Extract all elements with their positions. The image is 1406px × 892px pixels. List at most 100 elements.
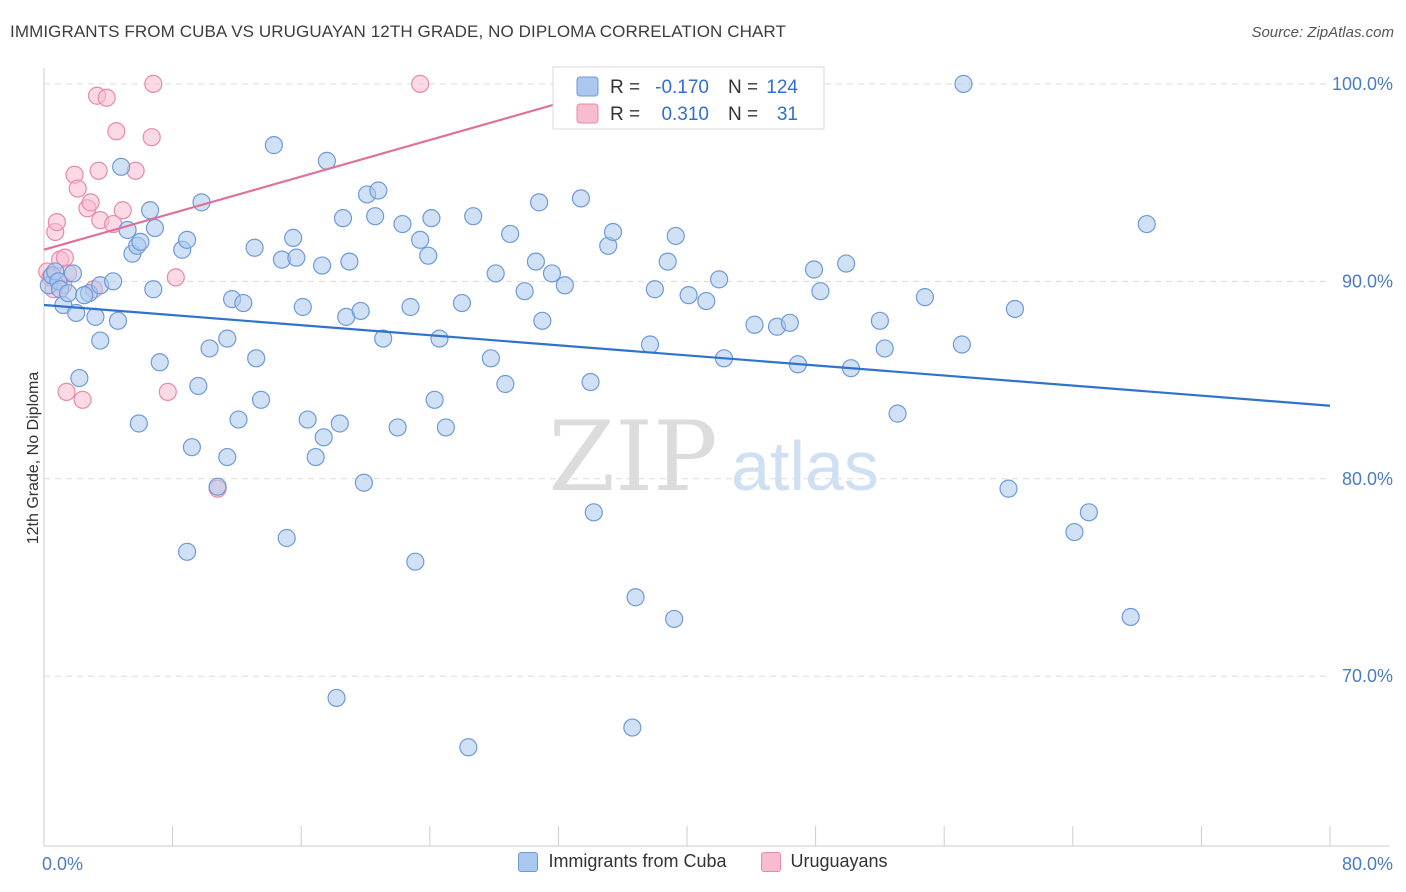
point-cuba-57 xyxy=(354,473,373,492)
point-cuba-98 xyxy=(710,270,729,289)
point-cuba-121 xyxy=(131,232,150,251)
legend-label-uruguayans: Uruguayans xyxy=(790,851,888,871)
point-cuba-40 xyxy=(264,136,283,155)
point-cuba-7 xyxy=(63,264,83,283)
point-cuba-52 xyxy=(330,414,349,433)
point-cuba-63 xyxy=(393,214,412,234)
point-cuba-80 xyxy=(530,193,549,212)
chart-title: IMMIGRANTS FROM CUBA VS URUGUAYAN 12TH G… xyxy=(10,22,786,41)
legend-swatch-cuba xyxy=(518,851,539,872)
stats-n-label-uruguayans: N = xyxy=(728,104,758,125)
legend-label-cuba: Immigrants from Cuba xyxy=(548,851,727,871)
series-cuba-points xyxy=(39,74,1156,757)
point-cuba-92 xyxy=(645,280,664,299)
point-cuba-47 xyxy=(306,447,325,467)
point-cuba-97 xyxy=(697,291,716,311)
point-cuba-11 xyxy=(86,307,105,326)
source-credit: Source: ZipAtlas.com xyxy=(1251,24,1394,41)
legend-swatch-uruguayans xyxy=(760,851,781,872)
watermark-atlas: atlas xyxy=(731,427,879,505)
point-cuba-110 xyxy=(888,404,907,423)
point-cuba-76 xyxy=(496,374,515,394)
point-cuba-82 xyxy=(542,264,562,283)
point-uruguayans-11 xyxy=(73,390,92,409)
point-cuba-90 xyxy=(626,588,645,607)
point-cuba-74 xyxy=(481,349,500,368)
point-cuba-113 xyxy=(954,74,973,93)
point-cuba-22 xyxy=(144,280,163,299)
stats-r-label-cuba: R = xyxy=(610,77,640,98)
point-cuba-122 xyxy=(234,293,253,313)
point-cuba-64 xyxy=(401,297,420,317)
point-uruguayans-3 xyxy=(47,213,66,232)
point-cuba-89 xyxy=(623,718,642,737)
legend: Immigrants from Cuba Uruguayans xyxy=(0,851,1406,872)
point-cuba-44 xyxy=(287,248,306,267)
point-uruguayans-16 xyxy=(89,161,108,180)
point-cuba-20 xyxy=(129,414,148,433)
point-cuba-6 xyxy=(59,284,78,303)
series-uruguayans-points xyxy=(38,74,634,498)
point-cuba-61 xyxy=(374,329,393,348)
point-cuba-66 xyxy=(411,230,430,249)
tick-labels: 100.0% 90.0% 80.0% 70.0% 0.0% 80.0% xyxy=(42,74,1393,874)
point-uruguayans-20 xyxy=(107,122,126,141)
point-cuba-77 xyxy=(501,224,520,244)
point-cuba-72 xyxy=(459,738,478,757)
point-cuba-42 xyxy=(277,528,296,548)
point-cuba-108 xyxy=(870,311,890,330)
stats-box: R = -0.170 N = 124 R = 0.310 N = 31 xyxy=(552,66,825,130)
point-uruguayans-7 xyxy=(57,382,76,401)
point-cuba-88 xyxy=(584,503,603,522)
point-cuba-105 xyxy=(811,282,830,301)
point-cuba-55 xyxy=(340,252,359,271)
point-cuba-78 xyxy=(515,282,534,301)
watermark-zip: ZIP xyxy=(548,401,717,513)
point-cuba-114 xyxy=(999,479,1018,498)
point-cuba-29 xyxy=(189,376,208,396)
point-cuba-91 xyxy=(640,335,660,354)
point-cuba-75 xyxy=(486,264,505,283)
point-cuba-16 xyxy=(112,157,131,176)
point-uruguayans-25 xyxy=(158,382,177,401)
point-cuba-118 xyxy=(1137,214,1156,234)
point-uruguayans-28 xyxy=(411,74,430,93)
point-cuba-31 xyxy=(200,339,219,358)
point-cuba-123 xyxy=(452,293,472,313)
x-tick-label-1: 80.0% xyxy=(1342,854,1393,874)
point-cuba-15 xyxy=(108,311,128,330)
point-cuba-87 xyxy=(603,222,623,242)
y-tick-label-3: 70.0% xyxy=(1342,666,1393,686)
point-cuba-43 xyxy=(284,228,303,247)
point-cuba-60 xyxy=(369,181,388,200)
y-tick-label-2: 80.0% xyxy=(1342,469,1393,489)
point-cuba-46 xyxy=(298,410,317,429)
point-cuba-84 xyxy=(571,189,591,208)
point-cuba-48 xyxy=(312,256,332,275)
point-cuba-102 xyxy=(780,313,799,332)
stats-r-label-uruguayans: R = xyxy=(610,104,640,125)
point-cuba-53 xyxy=(333,209,353,228)
point-cuba-109 xyxy=(875,339,894,358)
point-cuba-81 xyxy=(533,311,552,330)
point-uruguayans-13 xyxy=(81,193,100,212)
trend-line-cuba xyxy=(43,303,1331,407)
point-cuba-111 xyxy=(915,288,935,307)
point-cuba-117 xyxy=(1121,607,1140,627)
point-cuba-23 xyxy=(145,218,165,238)
point-cuba-94 xyxy=(665,609,684,629)
point-cuba-115 xyxy=(1065,522,1084,542)
y-tick-label-1: 90.0% xyxy=(1342,271,1393,291)
point-cuba-104 xyxy=(804,260,824,279)
legend-item-uruguayans: Uruguayans xyxy=(760,851,888,872)
point-uruguayans-10 xyxy=(68,179,87,198)
point-cuba-37 xyxy=(245,238,264,257)
point-cuba-28 xyxy=(182,438,201,457)
point-cuba-116 xyxy=(1079,503,1098,522)
point-cuba-112 xyxy=(952,335,971,354)
point-cuba-34 xyxy=(218,447,237,467)
point-cuba-13 xyxy=(91,331,110,350)
point-cuba-71 xyxy=(436,418,455,437)
stats-r-value-uruguayans: 0.310 xyxy=(661,104,709,125)
point-cuba-51 xyxy=(327,688,346,708)
